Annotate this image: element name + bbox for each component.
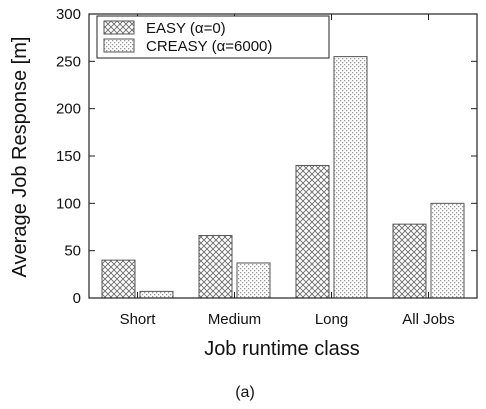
x-tick-label-all-jobs: All Jobs xyxy=(402,311,455,328)
bar-creasy-long xyxy=(333,56,368,299)
bar-creasy-short xyxy=(139,290,174,299)
x-tick-label-medium: Medium xyxy=(208,311,261,328)
x-axis-label: Job runtime class xyxy=(204,338,360,360)
bar-creasy-medium xyxy=(236,262,271,299)
y-axis-label: Average Job Response [m] xyxy=(9,37,31,278)
bar-easy-all-jobs xyxy=(392,223,427,299)
legend-swatch-easy xyxy=(103,20,135,35)
bar-easy-medium xyxy=(198,235,233,299)
y-tick-label: 250 xyxy=(56,53,81,70)
y-tick-label: 300 xyxy=(56,6,81,23)
bar-easy-long xyxy=(295,164,330,299)
bars-layer xyxy=(101,56,465,299)
figure-caption: (a) xyxy=(235,384,255,401)
legend-swatch-creasy xyxy=(103,38,135,53)
legend-box xyxy=(96,15,330,59)
y-tick-label: 0 xyxy=(73,290,81,307)
bar-easy-short xyxy=(101,259,136,299)
bar-creasy-all-jobs xyxy=(430,202,465,299)
legend: EASY (α=0) CREASY (α=6000) xyxy=(96,15,330,59)
x-tick-label-long: Long xyxy=(315,311,348,328)
axes-layer: 0 50 100 150 200 250 300 Short Medium Long All Job… xyxy=(56,6,478,328)
x-tick-label-short: Short xyxy=(120,311,157,328)
y-tick-label: 200 xyxy=(56,101,81,118)
y-tick-label: 100 xyxy=(56,195,81,212)
y-tick-label: 50 xyxy=(64,243,81,260)
legend-label-easy: EASY (α=0) xyxy=(146,20,226,37)
y-tick-label: 150 xyxy=(56,148,81,165)
legend-label-creasy: CREASY (α=6000) xyxy=(146,38,272,55)
